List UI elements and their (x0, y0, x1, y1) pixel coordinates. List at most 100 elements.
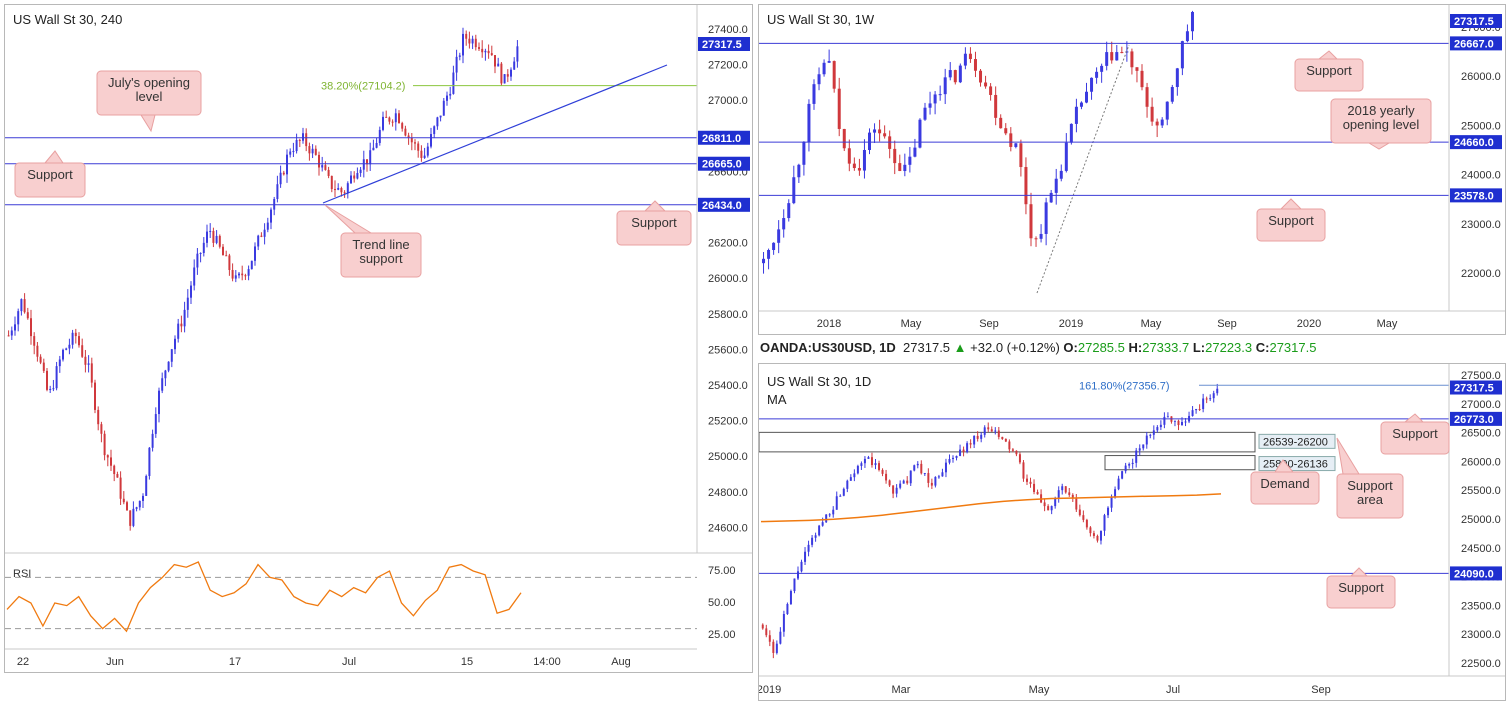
callout-trend-support-box (340, 232, 422, 278)
p240-candle-body (84, 356, 87, 365)
callout-1d-support-area-pointer (1336, 437, 1360, 475)
p240-candle-body (202, 242, 205, 253)
p240-candle-body (49, 388, 52, 390)
p240-candle-body (151, 433, 154, 448)
p1w-candle-body (1165, 101, 1169, 120)
p240-candle-body (510, 69, 512, 77)
p240-candle-body (30, 318, 32, 337)
p240-tag-last-bg (698, 37, 750, 51)
p1w-candle-body (1105, 52, 1109, 66)
p240-candle-body (289, 151, 292, 155)
p240-candle-body (154, 414, 157, 434)
p1d-time-tick: Mar (892, 684, 911, 696)
p240-candle-body (484, 50, 487, 53)
p1d-candle-body (1075, 498, 1078, 510)
p1d-tag-last-bg (1450, 380, 1502, 395)
p1w-price-axis-tick: 23000.0 (1461, 219, 1501, 231)
callout-1d-support-area-text: Support (1347, 478, 1393, 493)
p240-candle-body (212, 230, 215, 243)
p1w-price-axis-tick: 24000.0 (1461, 170, 1501, 182)
p1d-candle-body (1099, 530, 1102, 541)
p240-candle-body (468, 38, 471, 44)
p1w-price-axis-tick: 25000.0 (1461, 120, 1501, 132)
p1w-candle-body (1145, 87, 1149, 107)
p1d-candle-body (1202, 398, 1205, 410)
p240-candle-body (94, 382, 96, 410)
p1d-candle-body (1181, 421, 1184, 426)
p1d-price-axis-tick: 23000.0 (1461, 629, 1501, 641)
p240-candle-body (122, 498, 125, 503)
price-change: +32.0 (+0.12%) (970, 340, 1060, 355)
p1d-candle-body (1184, 421, 1187, 423)
p1d-candle-body (1152, 430, 1155, 435)
p1d-candle-body (973, 435, 976, 445)
p1d-candle-body (842, 488, 845, 496)
p1d-candle-body (1135, 450, 1138, 463)
p240-candle-body (305, 133, 308, 147)
p1w-candle-body (873, 129, 877, 133)
p240-candle-body (311, 148, 314, 154)
p1w-time-tick: May (901, 318, 922, 330)
p240-candle-body (318, 154, 320, 168)
p240-candle-body (497, 63, 500, 67)
p240-candle-body (292, 151, 295, 153)
p240-candle-body (513, 61, 516, 70)
p1w-candle-body (772, 242, 776, 251)
p1d-candle-body (976, 435, 979, 439)
p1w-candle-body (827, 61, 831, 63)
p1w-candle-body (923, 107, 927, 120)
p240-candle-body (439, 115, 442, 118)
ma-indicator-label: MA (767, 392, 787, 407)
chart-panel-240[interactable]: 38.20%(27104.2) 27400.0 27200.0 27000.0 268… (4, 4, 753, 673)
p240-candle-body (180, 323, 183, 327)
p1d-candle-body (1177, 420, 1180, 426)
p1d-candle-body (1082, 515, 1085, 520)
p1d-candle-body (1008, 441, 1011, 450)
p240-tag-level1-bg (698, 130, 750, 145)
symbol-label[interactable]: OANDA:US30USD, 1D (760, 340, 896, 355)
p240-candle-body (494, 55, 496, 67)
p240-candle-body (394, 113, 397, 123)
p1w-candle-body (948, 70, 952, 78)
p240-tag-level1: 26811.0 (702, 133, 741, 145)
p1d-candle-body (990, 429, 993, 432)
p240-candle-body (186, 297, 189, 310)
p1d-candle-body (1124, 465, 1127, 472)
p240-candle-body (87, 363, 90, 365)
p1d-candle-body (1011, 449, 1014, 451)
p240-candle-body (250, 260, 253, 270)
p240-candle-body (52, 388, 55, 390)
p1d-fib-label: 161.80%(27356.7) (1079, 380, 1170, 392)
chart-240-title: US Wall St 30, 240 (13, 12, 123, 27)
p240-candle-body (222, 246, 224, 256)
p240-candle-body (17, 311, 20, 325)
p240-candle-body (356, 173, 359, 179)
callout-1d-support-bottom-pointer (1349, 567, 1369, 577)
p1d-candle-body (994, 430, 997, 432)
p1w-candle-body (802, 142, 806, 165)
p240-candle-body (238, 273, 240, 276)
p1d-candle-body (980, 434, 983, 439)
p1w-price-axis-tick: 22000.0 (1461, 268, 1501, 280)
p1d-candle-body (853, 473, 856, 478)
p1d-candle-body (1114, 489, 1117, 498)
callout-1d-support-bottom-box (1326, 575, 1396, 609)
p240-candle-body (359, 169, 362, 174)
p1d-candle-body (962, 449, 965, 453)
callout-1w-support-bottom-box (1256, 208, 1326, 242)
chart-panel-1w[interactable]: 27000.026000.025000.024000.023000.022000… (758, 4, 1506, 335)
p1w-candle-body (822, 62, 826, 75)
p240-candle-body (196, 253, 199, 268)
p240-candle-body (65, 348, 68, 350)
p1d-price-axis-tick: 26500.0 (1461, 428, 1501, 440)
p240-candle-body (225, 255, 228, 257)
p1d-candle-body (1163, 416, 1166, 425)
p240-candle-body (263, 229, 266, 237)
chart-panel-1d[interactable]: 26539-26200 25890-26136 161.80%(27356.7) … (758, 363, 1506, 701)
p240-candle-body (36, 345, 39, 357)
p240-candle-body (500, 63, 503, 84)
p1d-candle-body (937, 476, 940, 478)
p240-candle-body (414, 142, 416, 144)
callout-1d-support-bottom-text: Support (1338, 580, 1384, 595)
